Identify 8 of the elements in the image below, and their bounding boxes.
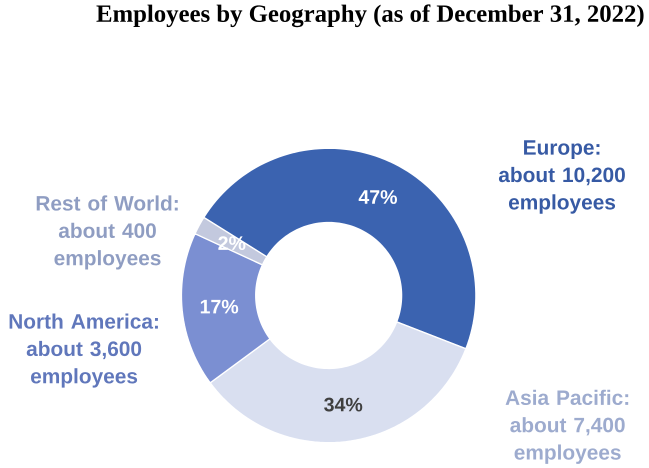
data-label: 47%: [358, 190, 397, 204]
chart-title: Employees by Geography (as of December 31, 2022): [96, 4, 644, 28]
data-label: 34%: [324, 398, 362, 412]
slice-label: North America: about 3,600 employees: [10, 313, 158, 388]
slice-label: Rest of World: about 400 employees: [36, 195, 178, 270]
slice-label: Europe: about 10,200 employees: [498, 140, 625, 214]
slice-label: Asia Pacific: about 7,400 employees: [506, 390, 628, 464]
data-label: 17%: [200, 300, 238, 314]
